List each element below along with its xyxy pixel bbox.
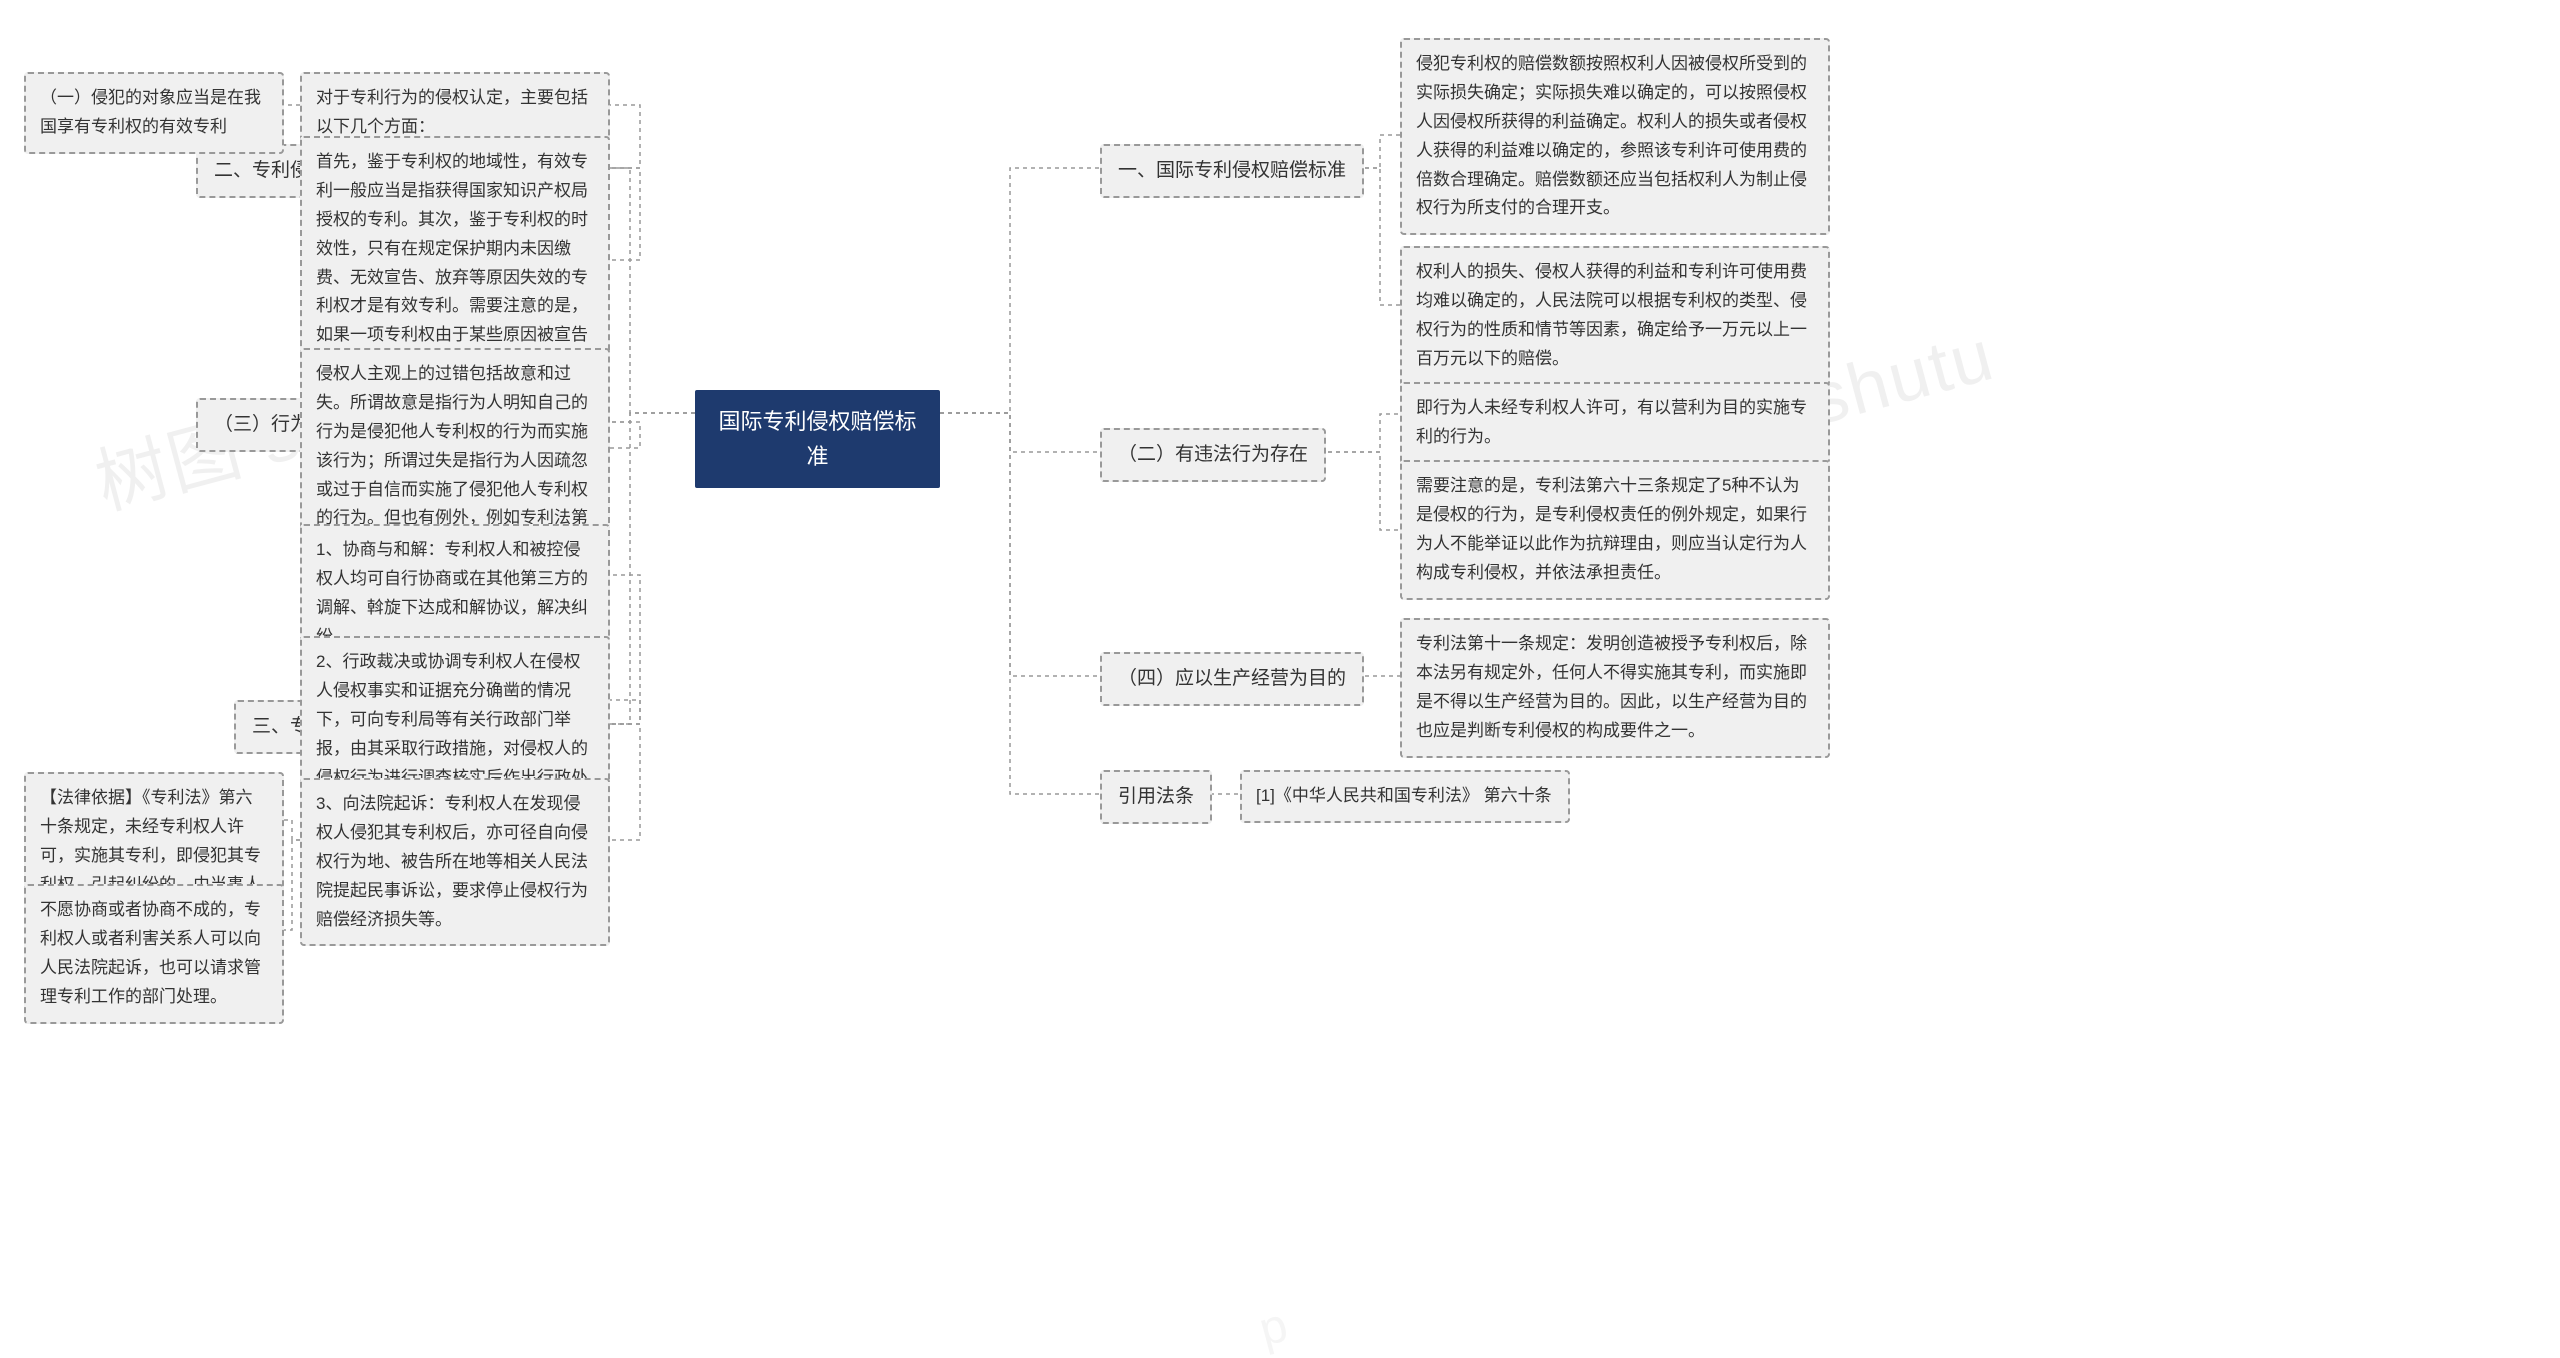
leaf-r2b: 需要注意的是，专利法第六十三条规定了5种不认为是侵权的行为，是专利侵权责任的例外…: [1400, 460, 1830, 600]
leaf-l3x2: 不愿协商或者协商不成的，专利权人或者利害关系人可以向人民法院起诉，也可以请求管理…: [24, 884, 284, 1024]
leaf-r4a: [1]《中华人民共和国专利法》 第六十条: [1240, 770, 1570, 823]
branch-r1: 一、国际专利侵权赔偿标准: [1100, 144, 1364, 198]
watermark: p: [1253, 1297, 1295, 1358]
leaf-r1a: 侵犯专利权的赔偿数额按照权利人因被侵权所受到的实际损失确定；实际损失难以确定的，…: [1400, 38, 1830, 235]
leaf-r2a: 即行为人未经专利权人许可，有以营利为目的实施专利的行为。: [1400, 382, 1830, 464]
leaf-r1b: 权利人的损失、侵权人获得的利益和专利许可使用费均难以确定的，人民法院可以根据专利…: [1400, 246, 1830, 386]
root-node: 国际专利侵权赔偿标准: [695, 390, 940, 488]
branch-r2: （二）有违法行为存在: [1100, 428, 1326, 482]
leaf-r3a: 专利法第十一条规定：发明创造被授予专利权后，除本法另有规定外，任何人不得实施其专…: [1400, 618, 1830, 758]
leaf-l3c: 3、向法院起诉：专利权人在发现侵权人侵犯其专利权后，亦可径自向侵权行为地、被告所…: [300, 778, 610, 946]
branch-r4: 引用法条: [1100, 770, 1212, 824]
leaf-l1x: （一）侵犯的对象应当是在我国享有专利权的有效专利: [24, 72, 284, 154]
branch-r3: （四）应以生产经营为目的: [1100, 652, 1364, 706]
